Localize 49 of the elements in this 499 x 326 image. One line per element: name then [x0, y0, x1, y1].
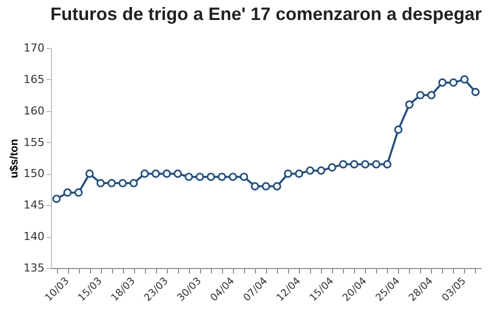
point	[350, 160, 358, 168]
point	[294, 170, 304, 178]
y-tick-label: 155	[24, 136, 44, 149]
y-tick-label: 165	[24, 72, 44, 86]
y-tick-label: 150	[24, 167, 44, 180]
point	[372, 160, 380, 168]
point	[284, 170, 292, 178]
point	[427, 90, 436, 100]
chart-title: Futuros de trigo a Ene' 17 comenzaron a despegar	[50, 4, 482, 24]
point	[449, 78, 458, 87]
point	[339, 160, 348, 168]
point	[196, 172, 204, 182]
point	[174, 170, 182, 178]
y-axis-title: u$s/ton	[8, 138, 21, 178]
y-tick-label: 170	[24, 42, 44, 54]
point	[405, 100, 414, 109]
point	[471, 88, 480, 96]
point	[316, 166, 326, 175]
point	[328, 163, 336, 172]
point	[96, 178, 105, 188]
point	[240, 172, 248, 182]
point	[118, 178, 127, 188]
point	[162, 170, 171, 178]
point	[85, 170, 94, 178]
y-tick-label: 135	[24, 262, 44, 274]
y-tick-label: 145	[24, 198, 44, 212]
point	[272, 182, 282, 190]
point	[184, 172, 193, 182]
point	[140, 170, 149, 178]
point	[250, 182, 260, 190]
point	[394, 126, 402, 134]
point	[206, 172, 216, 182]
point	[306, 166, 314, 175]
point	[438, 78, 447, 87]
point	[52, 194, 61, 204]
point	[383, 160, 392, 168]
y-tick-label: 160	[24, 104, 44, 118]
point	[107, 178, 116, 188]
point	[74, 188, 83, 197]
y-tick-label: 140	[24, 230, 44, 244]
point	[460, 75, 469, 84]
point	[130, 178, 138, 188]
point	[262, 182, 270, 190]
point	[228, 172, 238, 182]
point	[416, 90, 425, 100]
point	[63, 188, 72, 197]
point	[361, 160, 370, 168]
point	[218, 172, 226, 182]
point	[152, 170, 160, 178]
